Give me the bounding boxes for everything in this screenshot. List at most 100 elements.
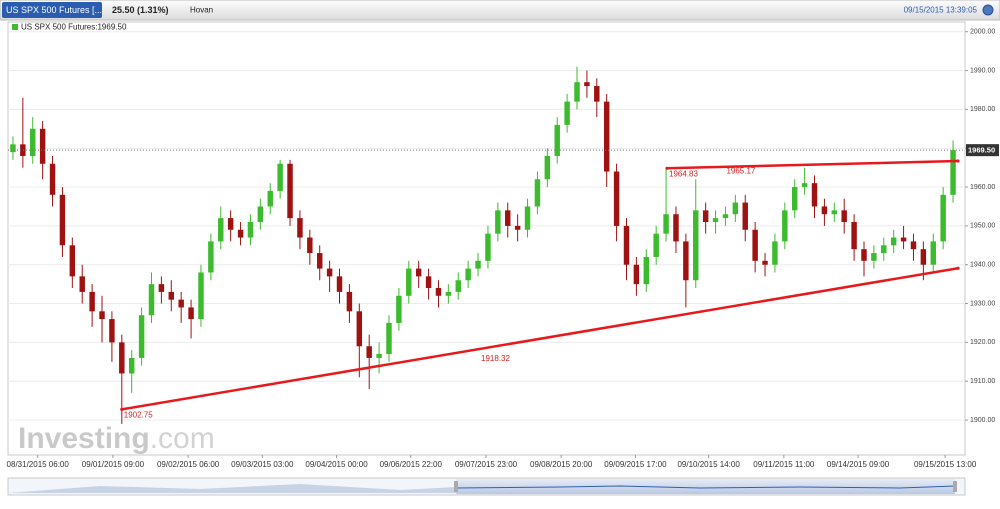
candle-body bbox=[663, 214, 669, 234]
candle-body bbox=[594, 86, 600, 102]
candle-body bbox=[831, 210, 838, 215]
candle-body bbox=[287, 163, 293, 219]
y-tick-label: 1980.00 bbox=[970, 106, 995, 113]
x-tick-label: 09/09/2015 17:00 bbox=[604, 460, 667, 469]
y-tick-label: 1900.00 bbox=[970, 417, 995, 424]
candle-body bbox=[900, 237, 907, 242]
candle-body bbox=[307, 237, 313, 254]
x-tick-label: 09/10/2015 14:00 bbox=[677, 460, 740, 469]
watermark: Investing.com bbox=[18, 422, 215, 455]
candle-body bbox=[415, 268, 422, 277]
x-tick-label: 09/06/2015 22:00 bbox=[380, 460, 443, 469]
navigator-history bbox=[8, 484, 456, 493]
candle-body bbox=[39, 128, 46, 164]
candle-body bbox=[218, 218, 224, 242]
candle-body bbox=[485, 233, 491, 261]
trend-anchor bbox=[956, 159, 960, 163]
candle-body bbox=[336, 276, 343, 292]
candle-body bbox=[732, 202, 739, 215]
candle-body bbox=[198, 272, 204, 320]
candle-body bbox=[940, 194, 946, 242]
x-tick-label: 09/15/2015 13:00 bbox=[914, 460, 977, 469]
candle-body bbox=[396, 295, 402, 323]
x-tick-label: 09/07/2015 23:00 bbox=[455, 460, 518, 469]
candle-body bbox=[613, 171, 620, 226]
candle-body bbox=[277, 163, 283, 191]
candle-body bbox=[247, 221, 254, 238]
x-tick-label: 09/04/2015 00:00 bbox=[305, 460, 368, 469]
navigator-handle[interactable] bbox=[953, 481, 957, 492]
candle-body bbox=[138, 315, 145, 358]
last-price-label: 1969.50 bbox=[968, 146, 995, 155]
candle-body bbox=[30, 128, 36, 156]
x-tick-label: 09/01/2015 09:00 bbox=[82, 460, 145, 469]
candle-body bbox=[10, 144, 16, 153]
candle-body bbox=[623, 225, 630, 265]
candle-body bbox=[554, 124, 560, 156]
candle-body bbox=[881, 245, 887, 254]
legend-swatch bbox=[12, 24, 18, 30]
candle-body bbox=[762, 260, 768, 265]
candle-body bbox=[356, 311, 363, 347]
candle-body bbox=[950, 150, 956, 195]
candle-body bbox=[425, 276, 432, 289]
candle-body bbox=[495, 210, 501, 234]
candle-body bbox=[752, 229, 758, 261]
candle-body bbox=[811, 183, 818, 207]
candle-body bbox=[435, 288, 442, 296]
navigator-line bbox=[455, 485, 956, 489]
annotation: 1965.17 bbox=[726, 167, 755, 176]
y-tick-label: 1990.00 bbox=[970, 67, 995, 74]
candle-body bbox=[79, 276, 85, 292]
candle-body bbox=[158, 284, 165, 292]
candle-body bbox=[801, 183, 808, 188]
candle-body bbox=[851, 221, 857, 250]
candle-body bbox=[544, 155, 551, 180]
x-tick-label: 09/03/2015 03:00 bbox=[231, 460, 294, 469]
candle-body bbox=[89, 291, 95, 312]
candle-body bbox=[128, 357, 135, 374]
legend-label: US SPX 500 Futures:1969.50 bbox=[21, 23, 127, 32]
candle-body bbox=[188, 307, 194, 320]
candle-body bbox=[524, 206, 531, 230]
candle-body bbox=[455, 280, 461, 292]
candle-body bbox=[742, 202, 748, 230]
annotation: 1902.75 bbox=[124, 410, 153, 419]
candle-body bbox=[772, 241, 778, 265]
trend-anchor bbox=[956, 266, 960, 270]
candle-body bbox=[920, 249, 927, 265]
candle-body bbox=[890, 237, 897, 246]
instrument-name[interactable]: US SPX 500 Futures [... bbox=[6, 5, 102, 15]
candle-body bbox=[930, 241, 936, 265]
candle-body bbox=[871, 253, 877, 261]
candle-body bbox=[861, 249, 867, 261]
y-tick-label: 1940.00 bbox=[970, 262, 995, 269]
candle-body bbox=[257, 206, 264, 222]
x-tick-label: 09/11/2015 11:00 bbox=[753, 460, 815, 469]
candle-body bbox=[406, 268, 412, 296]
candle-body bbox=[227, 218, 234, 230]
top-bar bbox=[0, 0, 1000, 21]
candle-body bbox=[673, 214, 679, 242]
navigator-handle[interactable] bbox=[454, 481, 458, 492]
candle-body bbox=[574, 82, 580, 102]
navigator-window[interactable] bbox=[456, 479, 955, 494]
y-tick-label: 2000.00 bbox=[970, 29, 995, 36]
candle-body bbox=[119, 342, 125, 374]
candle-body bbox=[683, 241, 689, 281]
trend-anchor bbox=[665, 166, 669, 170]
candle-body bbox=[633, 264, 640, 285]
candle-body bbox=[782, 210, 788, 242]
candle-body bbox=[584, 82, 590, 87]
candle-body bbox=[534, 179, 541, 207]
candle-body bbox=[20, 144, 26, 156]
y-tick-label: 1910.00 bbox=[970, 378, 995, 385]
watermark-suffix: .com bbox=[150, 422, 215, 455]
y-tick-label: 1930.00 bbox=[970, 300, 995, 307]
menu-button[interactable] bbox=[982, 4, 994, 16]
instrument-tab[interactable] bbox=[2, 2, 102, 18]
trend-line bbox=[121, 266, 959, 411]
watermark-main: Investing bbox=[18, 422, 150, 455]
candle-body bbox=[366, 346, 372, 358]
